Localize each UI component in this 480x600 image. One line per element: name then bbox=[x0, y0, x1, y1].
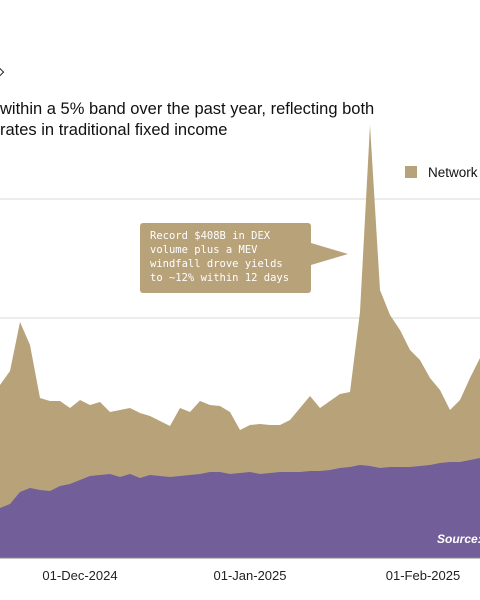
annotation-box: Record $408B in DEX volume plus a MEV wi… bbox=[140, 223, 311, 293]
series-area-1 bbox=[0, 458, 480, 558]
legend-label: Network bbox=[428, 165, 478, 180]
source-label: Source: bbox=[437, 532, 480, 546]
annotation-pointer bbox=[311, 243, 348, 265]
x-tick-label: 01-Jan-2025 bbox=[214, 568, 287, 583]
series-areas bbox=[0, 125, 480, 558]
chart-subtitle: within a 5% band over the past year, ref… bbox=[0, 99, 480, 141]
subtitle-line-2: rates in traditional fixed income bbox=[0, 121, 228, 139]
legend-swatch bbox=[405, 166, 417, 178]
x-axis: 01-Dec-2024 01-Jan-2025 01-Feb-2025 bbox=[0, 557, 480, 583]
subtitle-line-1: within a 5% band over the past year, ref… bbox=[0, 100, 375, 118]
series-area-0 bbox=[0, 125, 480, 558]
annotation-text: Record $408B in DEX volume plus a MEV wi… bbox=[150, 230, 290, 284]
x-tick-label: 01-Feb-2025 bbox=[386, 568, 460, 583]
x-tick-label: 01-Dec-2024 bbox=[42, 568, 117, 583]
legend: Network bbox=[405, 165, 478, 180]
